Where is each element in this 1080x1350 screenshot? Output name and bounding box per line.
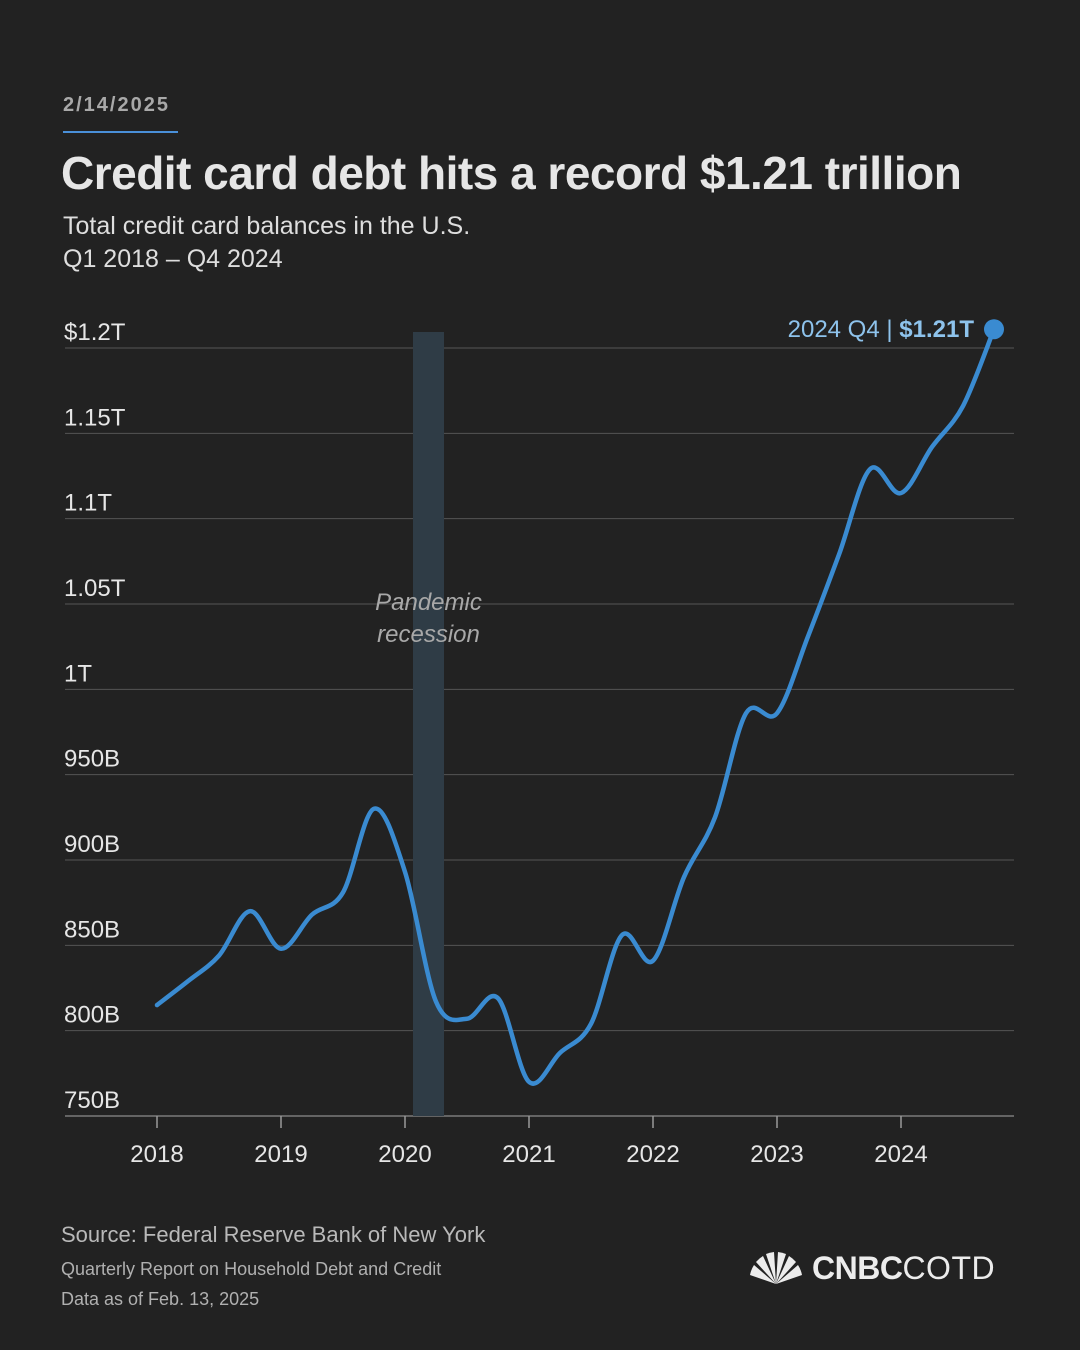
y-axis-labels: 750B 800B 850B 900B 950B 1T 1.05T 1.1T 1.15T $1.2… [64, 319, 126, 1114]
annotation-label: 2024 Q4 | [788, 316, 900, 343]
x-tick-label: 2024 [874, 1141, 927, 1168]
y-tick-label: 800B [64, 1002, 120, 1029]
grid-lines [65, 347, 1014, 1117]
data-date-note: Data as of Feb. 13, 2025 [61, 1289, 260, 1309]
chart-title: Credit card debt hits a record $1.21 tri… [61, 147, 962, 199]
recession-label-line-1: Pandemic [375, 589, 482, 616]
source-block: Source: Federal Reserve Bank of New York… [61, 1222, 485, 1314]
publish-date: 2/14/2025 [63, 94, 170, 116]
line-chart: 750B 800B 850B 900B 950B 1T 1.05T 1.1T 1.15T $1.2… [64, 316, 1014, 1168]
y-tick-label: 750B [64, 1087, 120, 1114]
x-tick-label: 2022 [626, 1141, 679, 1168]
x-tick-label: 2018 [130, 1141, 183, 1168]
subtitle-line-1: Total credit card balances in the U.S. [63, 212, 471, 240]
y-tick-label: 1.1T [64, 490, 112, 517]
y-tick-label: 1T [64, 660, 92, 687]
report-note: Quarterly Report on Household Debt and C… [61, 1259, 442, 1279]
x-tick-label: 2021 [502, 1141, 555, 1168]
y-tick-label: 850B [64, 916, 120, 943]
series-line [154, 326, 997, 1086]
x-tick-label: 2019 [254, 1141, 307, 1168]
cnbc-cotd-logo: CNBC COTD [746, 1248, 995, 1288]
peacock-icon [750, 1252, 802, 1284]
end-point-marker [984, 319, 1004, 340]
x-tick-label: 2023 [750, 1141, 803, 1168]
logo-text-bold: CNBC [812, 1249, 903, 1286]
x-axis-ticks: 2018 2019 2020 2021 2022 2023 2024 [130, 1116, 928, 1168]
source-text: Source: Federal Reserve Bank of New York [61, 1222, 486, 1247]
recession-label-line-2: recession [377, 621, 480, 648]
x-tick-label: 2020 [378, 1141, 431, 1168]
logo-text-light: COTD [902, 1249, 996, 1286]
y-tick-label: 1.15T [64, 404, 126, 431]
chart-subtitle: Total credit card balances in the U.S. Q… [63, 210, 470, 276]
end-point-annotation: 2024 Q4 | $1.21T [788, 316, 975, 343]
date-underline [63, 131, 178, 133]
annotation-value: $1.21T [899, 316, 974, 343]
subtitle-line-2: Q1 2018 – Q4 2024 [63, 245, 283, 273]
y-tick-label: $1.2T [64, 319, 126, 346]
y-tick-label: 900B [64, 831, 120, 858]
recession-band [413, 332, 444, 1116]
y-tick-label: 1.05T [64, 575, 126, 602]
y-tick-label: 950B [64, 746, 120, 773]
